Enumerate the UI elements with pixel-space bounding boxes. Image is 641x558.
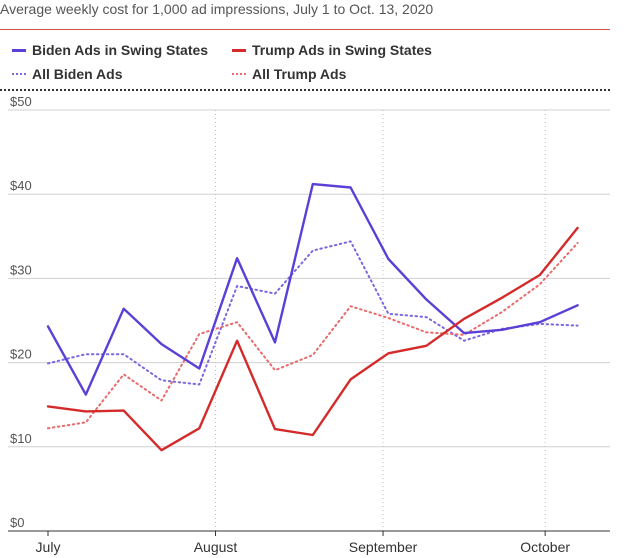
series-layer xyxy=(46,182,579,452)
legend-swatch-trump-all xyxy=(232,73,246,75)
legend-swatch-biden-all xyxy=(12,73,26,75)
legend-item-biden-swing: Biden Ads in Swing States xyxy=(12,42,232,58)
grid-layer xyxy=(8,109,610,531)
legend-label-biden-all: All Biden Ads xyxy=(32,66,123,82)
legend-swatch-trump-swing xyxy=(232,48,246,52)
header-rule xyxy=(0,29,610,30)
series-line-all-trump-ads xyxy=(47,242,579,430)
legend-label-biden-swing: Biden Ads in Swing States xyxy=(32,42,209,58)
y-tick-label: $10 xyxy=(10,431,32,446)
series-line-all-biden-ads xyxy=(47,240,579,386)
x-tick-label: September xyxy=(349,539,418,555)
y-tick-label: $30 xyxy=(10,262,32,277)
series-line-biden-ads-in-swing-states xyxy=(46,182,579,396)
series-line-trump-ads-in-swing-states xyxy=(46,226,579,452)
y-tick-label: $40 xyxy=(10,178,32,193)
legend-divider xyxy=(0,89,610,91)
x-tick-label: July xyxy=(36,539,61,555)
x-tick-label: August xyxy=(194,539,238,555)
legend-label-trump-swing: Trump Ads in Swing States xyxy=(252,42,432,58)
legend-label-trump-all: All Trump Ads xyxy=(252,66,347,82)
chart-subtitle: Average weekly cost for 1,000 ad impress… xyxy=(0,1,434,17)
legend-swatch-biden-swing xyxy=(12,48,26,52)
legend-row-all: All Biden Ads All Trump Ads xyxy=(12,62,572,86)
y-tick-label: $20 xyxy=(10,347,32,362)
legend-item-biden-all: All Biden Ads xyxy=(12,66,232,82)
legend-item-trump-all: All Trump Ads xyxy=(232,66,346,82)
chart-legend: Biden Ads in Swing States Trump Ads in S… xyxy=(12,38,572,86)
legend-row-swing: Biden Ads in Swing States Trump Ads in S… xyxy=(12,38,572,62)
y-tick-label: $0 xyxy=(10,515,24,530)
y-tick-label: $50 xyxy=(10,94,32,109)
axis-layer: $50 $40 $30 $20 $10 $0 July August September Octo… xyxy=(8,94,610,555)
legend-item-trump-swing: Trump Ads in Swing States xyxy=(232,42,432,58)
x-tick-label: October xyxy=(520,539,570,555)
